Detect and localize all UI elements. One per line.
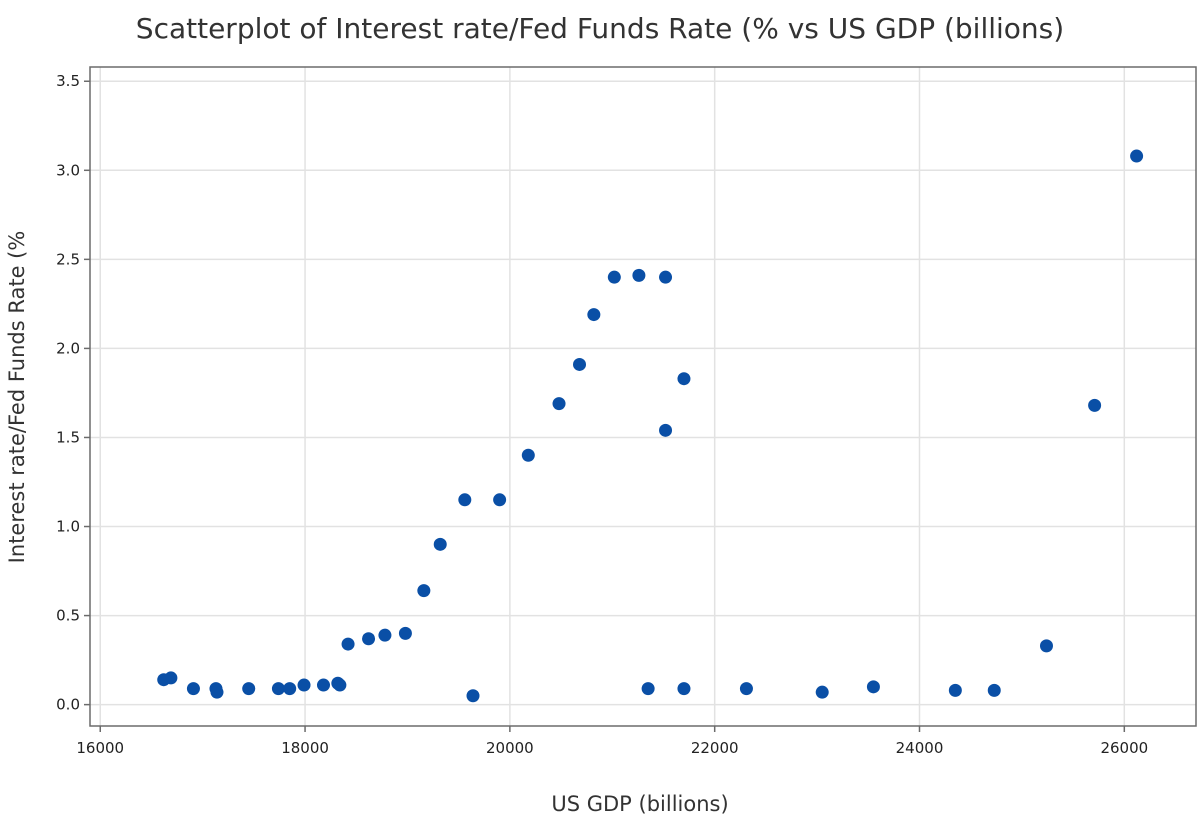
x-axis-label: US GDP (billions): [551, 792, 728, 816]
data-point: [607, 270, 621, 284]
x-tick-label: 18000: [281, 739, 329, 757]
y-tick-label: 3.0: [56, 161, 80, 179]
x-tick-label: 26000: [1100, 739, 1148, 757]
grid-lines: [90, 67, 1196, 726]
data-point: [659, 423, 673, 437]
data-point: [587, 308, 601, 322]
data-point: [632, 268, 646, 282]
data-point: [1130, 149, 1144, 163]
y-tick-label: 1.5: [56, 428, 80, 446]
data-point: [866, 680, 880, 694]
data-point: [271, 682, 285, 696]
data-point: [987, 683, 1001, 697]
data-point: [493, 493, 507, 507]
data-point: [948, 683, 962, 697]
data-point: [433, 537, 447, 551]
data-point: [552, 397, 566, 411]
y-tick-label: 0.5: [56, 607, 80, 625]
y-axis-label: Interest rate/Fed Funds Rate (%: [5, 231, 29, 564]
y-tick-label: 1.0: [56, 518, 80, 536]
data-point: [283, 682, 297, 696]
data-point: [297, 678, 311, 692]
data-point: [378, 628, 392, 642]
data-point: [1088, 398, 1102, 412]
y-tick-label: 2.0: [56, 339, 80, 357]
data-point: [417, 584, 431, 598]
data-point: [677, 372, 691, 386]
data-point: [316, 678, 330, 692]
data-point: [739, 682, 753, 696]
chart-title: Scatterplot of Interest rate/Fed Funds R…: [136, 12, 1064, 45]
plot-area-frame: [89, 66, 1197, 727]
data-point: [210, 685, 224, 699]
data-point: [362, 632, 376, 646]
y-tick-label: 0.0: [56, 696, 80, 714]
data-point: [641, 682, 655, 696]
data-point: [164, 671, 178, 685]
y-tick-label: 3.5: [56, 72, 80, 90]
data-points: [157, 149, 1144, 703]
x-tick-label: 22000: [691, 739, 739, 757]
data-point: [341, 637, 355, 651]
y-tick-label: 2.5: [56, 250, 80, 268]
data-point: [333, 678, 347, 692]
axis-ticks: 16000 18000 20000 22000 24000 26000 0.0 0.5 1.0 1…: [56, 72, 1148, 757]
data-point: [659, 270, 673, 284]
data-point: [521, 448, 535, 462]
data-point: [677, 682, 691, 696]
data-point: [458, 493, 472, 507]
data-point: [815, 685, 829, 699]
data-point: [1039, 639, 1053, 653]
x-tick-label: 24000: [896, 739, 944, 757]
data-point: [186, 682, 200, 696]
x-tick-label: 16000: [76, 739, 124, 757]
x-tick-label: 20000: [486, 739, 534, 757]
data-point: [398, 626, 412, 640]
data-point: [573, 357, 587, 371]
data-point: [242, 682, 256, 696]
data-point: [466, 689, 480, 703]
